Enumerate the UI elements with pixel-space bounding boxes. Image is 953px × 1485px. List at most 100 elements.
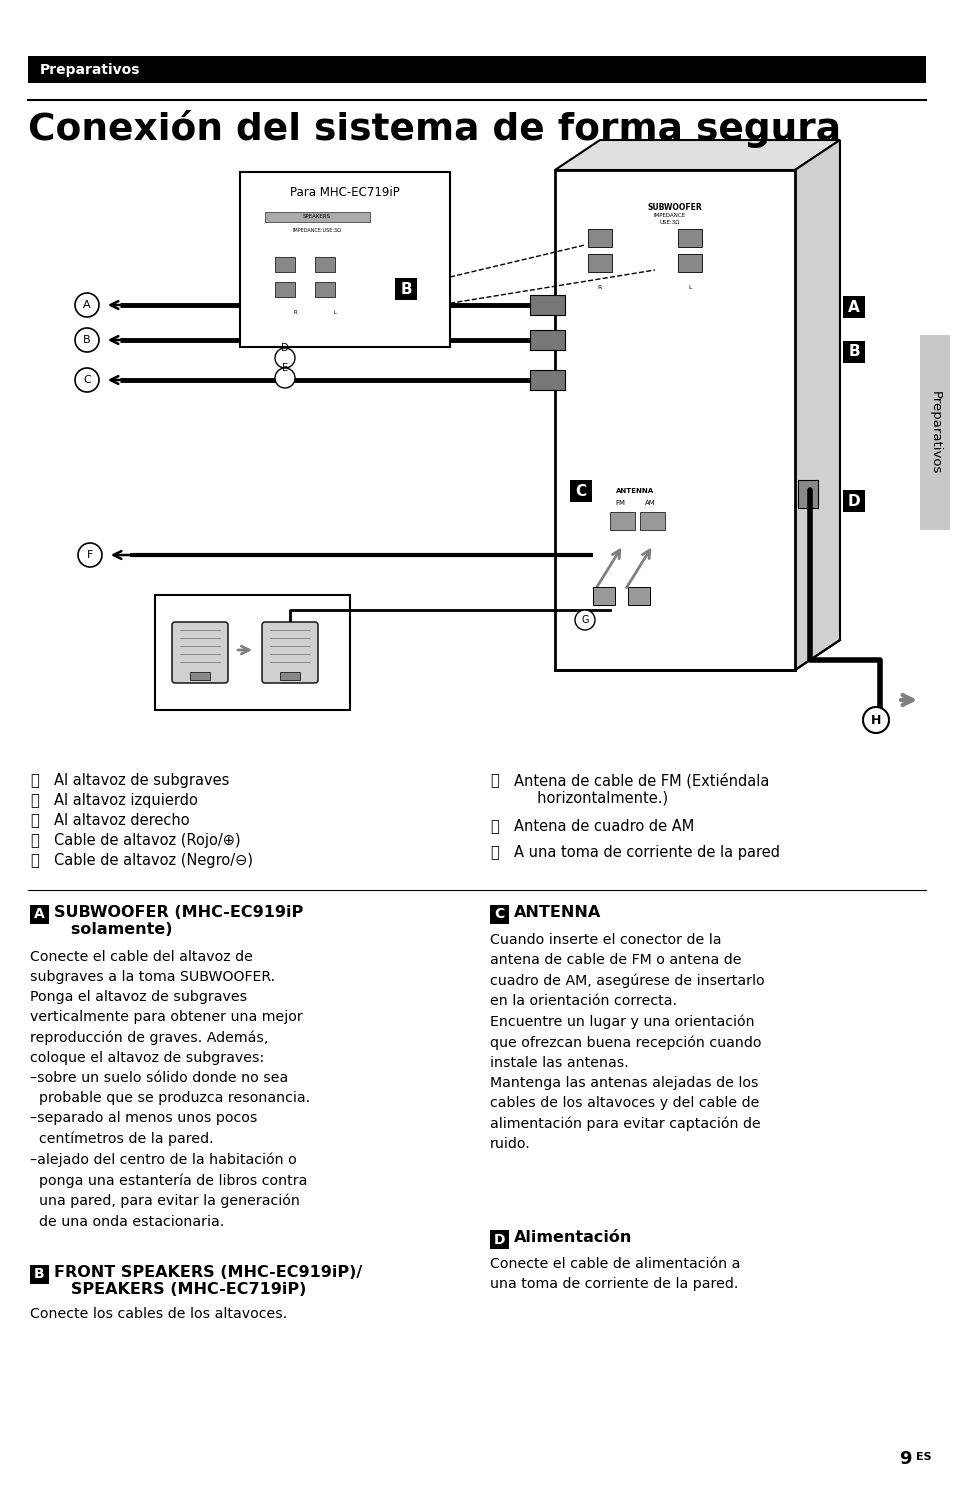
Text: Alimentación: Alimentación (514, 1230, 632, 1244)
Text: Al altavoz izquierdo: Al altavoz izquierdo (54, 793, 197, 808)
Circle shape (75, 368, 99, 392)
Circle shape (75, 328, 99, 352)
Bar (639, 512, 664, 530)
Text: IMPEDANCE: IMPEDANCE (654, 212, 685, 218)
Bar (154, 595, 350, 710)
Circle shape (575, 610, 595, 630)
Text: B: B (34, 1268, 45, 1282)
Text: Al altavoz de subgraves: Al altavoz de subgraves (54, 774, 229, 789)
Text: L: L (334, 310, 336, 315)
Text: Ⓓ: Ⓓ (30, 833, 39, 848)
Text: F: F (87, 549, 93, 560)
Text: solamente): solamente) (54, 922, 172, 937)
Text: Cable de altavoz (Negro/⊖): Cable de altavoz (Negro/⊖) (54, 852, 253, 869)
Text: Conecte el cable del altavoz de
subgraves a la toma SUBWOOFER.
Ponga el altavoz : Conecte el cable del altavoz de subgrave… (30, 950, 310, 1228)
Bar (842, 490, 864, 512)
Text: Ⓖ: Ⓖ (490, 820, 498, 835)
Text: SUBWOOFER (MHC-EC919iP: SUBWOOFER (MHC-EC919iP (54, 904, 303, 921)
FancyBboxPatch shape (172, 622, 228, 683)
Bar (587, 229, 612, 247)
Bar (555, 169, 794, 670)
Bar (627, 587, 649, 604)
Polygon shape (555, 140, 840, 169)
Text: Conexión del sistema de forma segura: Conexión del sistema de forma segura (28, 110, 841, 148)
Text: E: E (282, 362, 288, 373)
Text: A: A (847, 300, 859, 315)
Text: FRONT SPEAKERS (MHC-EC919iP)/: FRONT SPEAKERS (MHC-EC919iP)/ (54, 1265, 362, 1280)
Bar (530, 370, 564, 391)
Polygon shape (794, 140, 840, 670)
Text: B: B (83, 336, 91, 345)
Text: Preparativos: Preparativos (40, 62, 140, 77)
Text: SPEAKERS: SPEAKERS (303, 214, 331, 220)
Bar (587, 254, 612, 272)
Text: A: A (34, 907, 45, 922)
Text: Conecte el cable de alimentación a
una toma de corriente de la pared.: Conecte el cable de alimentación a una t… (490, 1256, 740, 1290)
Bar (569, 480, 592, 502)
Text: USE:3Ω: USE:3Ω (659, 220, 679, 226)
Text: Conecte los cables de los altavoces.: Conecte los cables de los altavoces. (30, 1307, 287, 1322)
Circle shape (274, 347, 294, 368)
Text: Ⓔ: Ⓔ (30, 852, 39, 869)
Bar (842, 342, 864, 362)
Text: R: R (293, 310, 296, 315)
Text: AM: AM (644, 500, 655, 506)
FancyBboxPatch shape (262, 622, 317, 683)
Bar (240, 172, 450, 347)
Bar (30, 904, 49, 924)
Text: Cable de altavoz (Rojo/⊕): Cable de altavoz (Rojo/⊕) (54, 833, 240, 848)
Text: D: D (494, 1233, 505, 1246)
Text: Ⓗ: Ⓗ (490, 845, 498, 860)
Text: FM: FM (615, 500, 624, 506)
Text: D: D (847, 493, 860, 508)
Text: Preparativos: Preparativos (927, 391, 941, 474)
Text: C: C (83, 376, 91, 385)
Bar (190, 673, 210, 680)
Bar (274, 257, 294, 272)
Text: Para MHC-EC719iP: Para MHC-EC719iP (290, 186, 399, 199)
Text: SUBWOOFER: SUBWOOFER (647, 203, 701, 212)
Bar (609, 512, 635, 530)
Text: Antena de cable de FM (Extiéndala
     horizontalmente.): Antena de cable de FM (Extiéndala horizo… (514, 774, 768, 806)
Bar (490, 1230, 509, 1249)
Text: Al altavoz derecho: Al altavoz derecho (54, 812, 190, 829)
Text: Antena de cuadro de AM: Antena de cuadro de AM (514, 820, 694, 835)
Text: ANTENNA: ANTENNA (514, 904, 600, 921)
Bar (530, 296, 564, 315)
Text: Ⓕ: Ⓕ (490, 774, 498, 789)
Bar (265, 212, 370, 221)
Bar (593, 587, 615, 604)
Text: B: B (399, 282, 412, 297)
Bar (274, 282, 294, 297)
Text: ES: ES (915, 1452, 931, 1463)
Text: H: H (870, 713, 881, 726)
Text: A una toma de corriente de la pared: A una toma de corriente de la pared (514, 845, 780, 860)
Bar (678, 229, 701, 247)
Text: IMPEDANCE:USE:3Ω: IMPEDANCE:USE:3Ω (293, 227, 341, 233)
Circle shape (274, 368, 294, 388)
Bar (28, 56, 925, 83)
Text: B: B (847, 345, 859, 359)
Text: R: R (598, 285, 601, 290)
Text: Ⓐ: Ⓐ (30, 774, 39, 789)
Bar (280, 673, 299, 680)
Bar (797, 480, 817, 508)
Text: C: C (575, 484, 586, 499)
Text: ANTENNA: ANTENNA (616, 489, 654, 495)
Text: L: L (687, 285, 691, 290)
Bar (530, 330, 564, 350)
Bar (842, 296, 864, 318)
Text: SPEAKERS (MHC-EC719iP): SPEAKERS (MHC-EC719iP) (54, 1282, 306, 1296)
Bar (30, 1265, 49, 1285)
Bar (395, 278, 416, 300)
Bar (314, 257, 335, 272)
Text: Cuando inserte el conector de la
antena de cable de FM o antena de
cuadro de AM,: Cuando inserte el conector de la antena … (490, 933, 763, 1151)
Bar (678, 254, 701, 272)
Text: C: C (494, 907, 504, 922)
Circle shape (862, 707, 888, 734)
Text: A: A (83, 300, 91, 310)
Circle shape (75, 293, 99, 316)
Text: 9: 9 (899, 1449, 911, 1469)
Text: D: D (281, 343, 289, 353)
Circle shape (78, 544, 102, 567)
